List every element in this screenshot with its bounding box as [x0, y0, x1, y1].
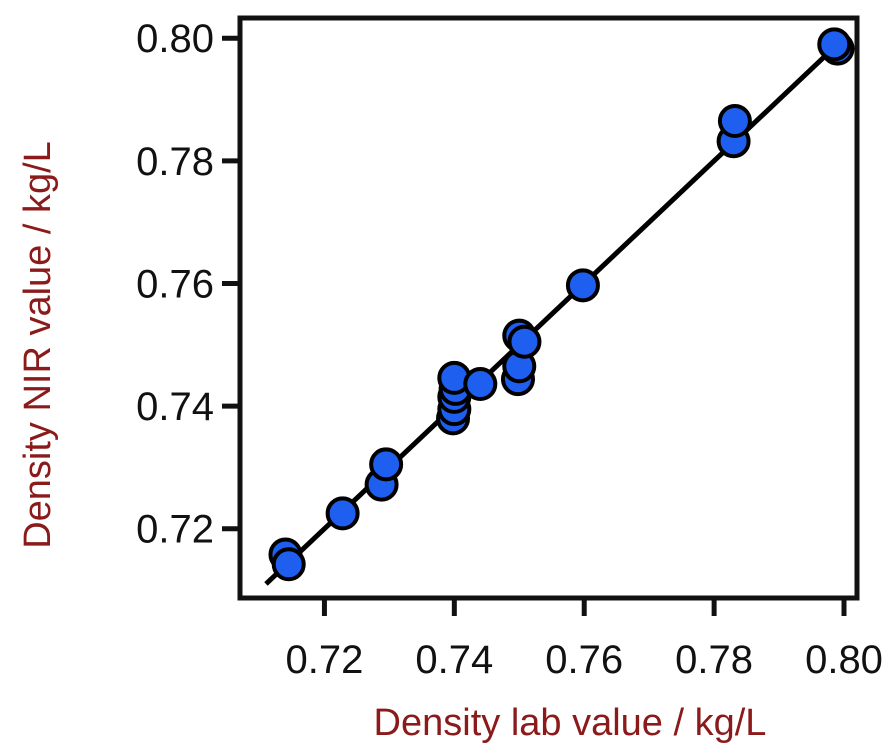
- data-point: [325, 496, 360, 531]
- x-tick-label: 0.72: [286, 638, 364, 682]
- x-tick-label: 0.74: [415, 638, 493, 682]
- data-point: [565, 268, 600, 303]
- y-axis-title: Density NIR value / kg/L: [17, 141, 59, 549]
- data-points: [268, 27, 855, 582]
- data-point: [369, 447, 404, 482]
- x-tick-label: 0.76: [545, 638, 623, 682]
- y-axis-ticks: 0.72 0.74 0.76 0.78 0.80: [136, 17, 240, 552]
- plot-frame: [237, 15, 860, 601]
- x-tick-label: 0.78: [675, 638, 753, 682]
- data-point: [817, 27, 852, 62]
- y-tick-label: 0.72: [136, 508, 214, 552]
- y-tick-label: 0.78: [136, 140, 214, 184]
- data-point: [717, 104, 752, 139]
- data-point: [463, 367, 498, 402]
- x-axis-title: Density lab value / kg/L: [374, 702, 767, 744]
- x-axis-ticks: 0.72 0.74 0.76 0.78 0.80: [286, 598, 883, 682]
- data-point: [507, 324, 542, 359]
- x-tick-label: 0.80: [805, 638, 883, 682]
- data-point: [271, 547, 306, 582]
- y-tick-label: 0.76: [136, 262, 214, 306]
- y-tick-label: 0.80: [136, 17, 214, 61]
- y-tick-label: 0.74: [136, 385, 214, 429]
